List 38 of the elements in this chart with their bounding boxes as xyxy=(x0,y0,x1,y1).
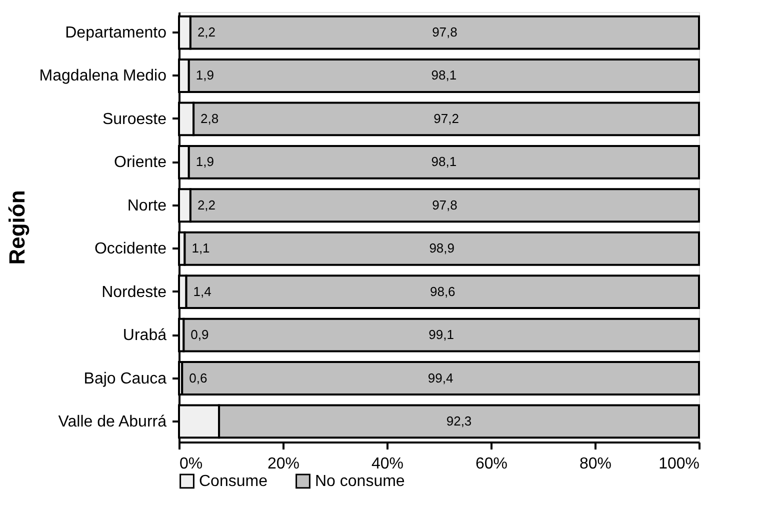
y-tick-label: Nordeste xyxy=(102,284,167,301)
data-label: 99,1 xyxy=(428,327,454,342)
data-label: 98,9 xyxy=(429,240,455,256)
y-tick-label: Departamento xyxy=(65,24,167,42)
data-label: 97,8 xyxy=(432,197,458,212)
y-axis-title: Región xyxy=(4,190,30,265)
y-tick-label: Occidente xyxy=(94,240,167,258)
x-tick-label: 80% xyxy=(579,456,612,472)
data-label: 97,8 xyxy=(432,24,458,40)
data-label: 1,1 xyxy=(192,240,210,256)
data-label: 98,1 xyxy=(431,68,457,83)
y-tick-label: Norte xyxy=(127,197,167,214)
legend-label: Consume xyxy=(199,473,268,490)
data-label: 2,2 xyxy=(197,197,216,212)
data-label: 1,9 xyxy=(196,68,214,83)
data-label: 1,4 xyxy=(193,284,212,299)
data-label: 1,9 xyxy=(196,154,214,170)
legend-label: No consume xyxy=(315,473,405,490)
x-tick-label: 20% xyxy=(267,456,300,472)
x-tick-label: 100% xyxy=(658,456,700,472)
x-tick-label: 40% xyxy=(371,456,404,472)
y-tick-label: Valle de Aburrá xyxy=(58,413,167,430)
data-label: 2,8 xyxy=(200,110,219,126)
y-tick-label: Magdalena Medio xyxy=(39,68,167,85)
y-tick-label: Bajo Cauca xyxy=(84,370,167,388)
data-label: 98,6 xyxy=(430,284,456,299)
data-label: 92,3 xyxy=(446,413,472,428)
data-label: 2,2 xyxy=(197,24,216,40)
y-tick-label: Oriente xyxy=(114,154,167,172)
x-tick-label: 0% xyxy=(180,456,203,472)
data-label: 0,9 xyxy=(190,327,209,342)
x-tick-label: 60% xyxy=(475,456,508,472)
y-tick-label: Suroeste xyxy=(102,110,167,128)
data-label: 0,6 xyxy=(189,370,208,386)
y-tick-label: Urabá xyxy=(122,327,167,344)
data-label: 97,2 xyxy=(434,110,459,126)
data-label: 98,1 xyxy=(431,154,457,170)
data-label: 99,4 xyxy=(428,370,454,386)
